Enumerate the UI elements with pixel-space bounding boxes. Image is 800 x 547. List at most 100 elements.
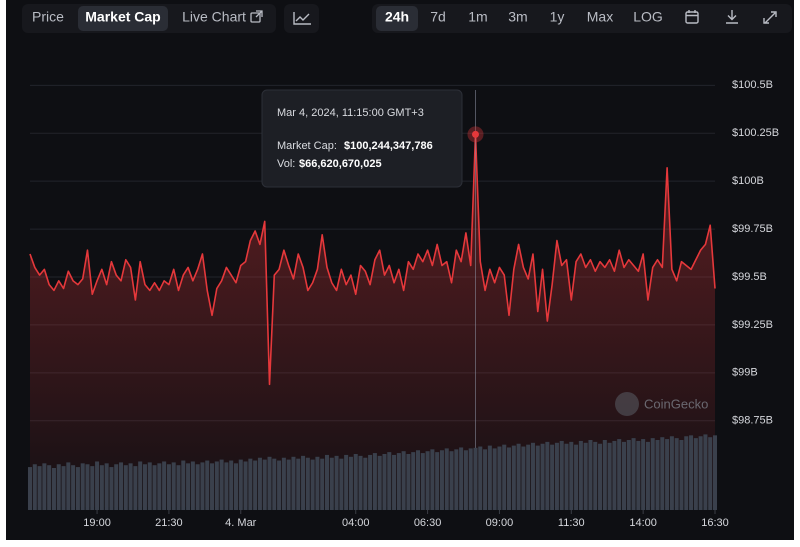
volume-bar: [128, 463, 133, 510]
x-tick-label: 04:00: [342, 517, 370, 529]
volume-bar: [641, 439, 646, 510]
volume-bar: [411, 452, 416, 510]
volume-bar: [368, 454, 373, 510]
toolbar: Price Market Cap Live Chart 24h 7d 1m 3m…: [22, 4, 792, 33]
tooltip: Mar 4, 2024, 11:15:00 GMT+3 Market Cap: …: [261, 89, 463, 188]
volume-bar: [248, 458, 253, 510]
volume-bar: [147, 462, 152, 510]
line: [29, 133, 716, 386]
volume-bar: [243, 461, 248, 510]
volume-bar: [358, 455, 363, 510]
y-tick-label: $99.25B: [732, 319, 773, 331]
range-button[interactable]: 24h: [385, 9, 409, 25]
volume-bar: [425, 451, 430, 510]
volume-bar: [430, 449, 435, 510]
tab-active-bg: [78, 6, 168, 31]
y-tick-label: $100.25B: [732, 127, 779, 139]
volume-bar: [574, 444, 579, 510]
volume-bar: [415, 450, 421, 510]
volume-bar: [186, 463, 191, 510]
volume-bar: [660, 437, 665, 510]
volume-bar: [71, 465, 76, 510]
download-icon[interactable]: [726, 10, 738, 24]
volume-bar: [47, 465, 52, 510]
volume-bar: [119, 462, 124, 510]
volume-bar: [712, 435, 718, 510]
fullscreen-icon[interactable]: [763, 11, 777, 24]
volume-bar: [27, 467, 33, 510]
volume-bar: [353, 454, 358, 510]
volume-bar: [190, 461, 195, 510]
volume-bar: [468, 448, 473, 510]
volume-bar: [166, 464, 171, 510]
volume-bar: [99, 465, 104, 510]
range-button[interactable]: 7d: [430, 9, 446, 25]
volume-bar: [583, 442, 588, 510]
x-tick-label: 11:30: [558, 517, 585, 529]
volume-bar: [339, 458, 344, 510]
volume-bar: [396, 453, 401, 510]
volume-bar: [348, 456, 353, 510]
volume-bar: [487, 445, 492, 510]
volume-bar: [507, 447, 512, 510]
calendar-icon[interactable]: [685, 10, 699, 24]
volume-bar: [698, 436, 703, 510]
tab-button[interactable]: Market Cap: [85, 9, 160, 25]
volume-bar: [420, 453, 425, 510]
volume-bar: [257, 457, 262, 510]
volume-bar: [157, 463, 162, 510]
volume-bar: [104, 463, 109, 510]
volume-bar: [277, 460, 282, 510]
volume-bar: [621, 441, 626, 510]
volume-bar: [296, 458, 301, 510]
volume-bar: [502, 444, 507, 510]
volume-bar: [693, 438, 698, 510]
volume-bar: [114, 464, 119, 510]
volume-bar: [626, 440, 631, 510]
volume-bar: [138, 461, 143, 510]
volume-bar: [665, 439, 670, 510]
y-tick-label: $99.5B: [732, 271, 767, 283]
volume-bar: [320, 458, 325, 510]
volume-bar: [210, 463, 215, 510]
volume-bar: [703, 434, 708, 510]
range-button[interactable]: LOG: [633, 9, 663, 25]
volume-bar: [272, 458, 277, 510]
volume-bar: [550, 444, 555, 510]
volume-bar: [66, 462, 71, 510]
y-tick-label: $98.75B: [732, 415, 773, 427]
volume-bar: [80, 463, 85, 510]
volume-bar: [598, 443, 603, 510]
volume-bar: [372, 453, 377, 510]
volume-bar: [315, 456, 320, 510]
range-button[interactable]: Max: [587, 9, 613, 25]
volume-bar: [540, 443, 545, 510]
range-button[interactable]: 1m: [468, 9, 487, 25]
range-group: [372, 4, 792, 33]
tab-button[interactable]: Price: [32, 9, 64, 25]
volume-bar: [291, 456, 296, 510]
y-tick-label: $99B: [732, 367, 758, 379]
volume-bar: [344, 454, 349, 510]
volume-bar: [229, 460, 234, 510]
volume-bar: [363, 457, 368, 510]
chart-type-icon[interactable]: [293, 12, 311, 25]
volume-bar: [669, 436, 674, 510]
volume-bar: [511, 445, 516, 510]
volume-bar: [439, 450, 444, 510]
volume-bar: [152, 465, 157, 510]
x-tick-label: 14:00: [629, 517, 657, 529]
volume-bar: [406, 454, 411, 510]
volume-bar: [377, 455, 382, 510]
volume-bar: [526, 444, 531, 510]
volume-bar: [554, 442, 559, 510]
volume-bar: [329, 457, 334, 510]
volume-bar: [51, 468, 56, 510]
tab-button[interactable]: Live Chart: [182, 9, 246, 25]
range-button[interactable]: 3m: [508, 9, 527, 25]
range-button[interactable]: 1y: [550, 9, 565, 25]
x-tick-label: 16:30: [701, 517, 729, 529]
volume-bar: [281, 457, 286, 510]
